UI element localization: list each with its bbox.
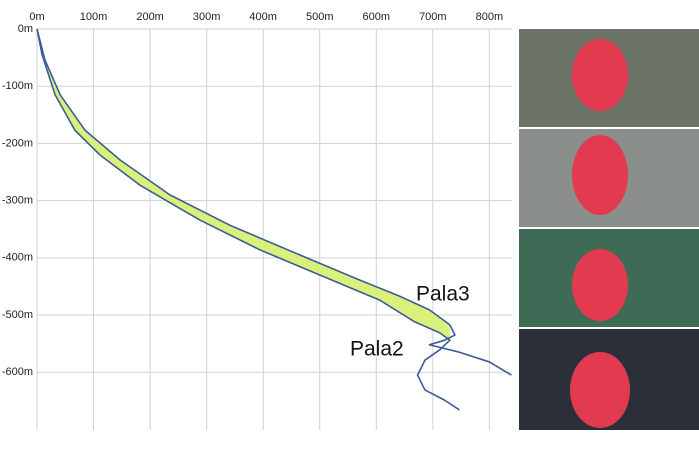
flight-path: [36, 28, 512, 376]
photo-subject: [572, 249, 628, 321]
x-tick-label: 800m: [476, 11, 504, 23]
y-tick-label: -600m: [2, 366, 33, 378]
x-tick-label: 500m: [306, 11, 334, 23]
y-tick-label: -200m: [2, 137, 33, 149]
x-tick-label: 100m: [80, 11, 108, 23]
x-tick-label: 600m: [363, 11, 391, 23]
y-tick-label: -100m: [2, 80, 33, 92]
photo-subject: [572, 135, 628, 215]
photo-strip: [519, 29, 699, 430]
y-tick-label: 0m: [18, 23, 33, 35]
photo-subject: [570, 352, 630, 428]
x-tick-label: 700m: [419, 11, 447, 23]
x-tick-label: 0m: [29, 11, 44, 23]
series-label: Pala3: [416, 283, 470, 306]
x-tick-label: 400m: [249, 11, 277, 23]
flight-path: [36, 28, 460, 411]
y-tick-label: -300m: [2, 195, 33, 207]
y-tick-label: -400m: [2, 252, 33, 264]
x-tick-label: 300m: [193, 11, 221, 23]
series-label: Pala2: [350, 338, 404, 361]
gap-area: [37, 29, 450, 341]
photo-subject: [572, 39, 628, 111]
x-tick-label: 200m: [136, 11, 164, 23]
y-tick-label: -500m: [2, 309, 33, 321]
